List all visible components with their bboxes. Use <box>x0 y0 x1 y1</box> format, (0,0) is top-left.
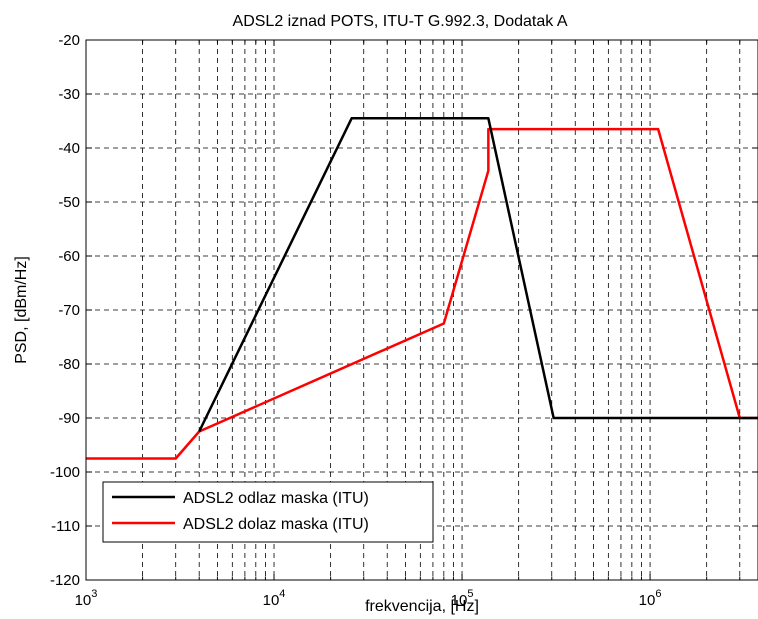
y-tick-label: -100 <box>50 464 80 481</box>
legend-label-dolaz: ADSL2 dolaz maska (ITU) <box>183 516 369 533</box>
y-tick-label: -70 <box>58 302 80 319</box>
y-tick-label: -30 <box>58 86 80 103</box>
y-tick-label: -50 <box>58 194 80 211</box>
series-layer <box>86 117 758 460</box>
x-axis-label: frekvencija, [Hz] <box>365 598 479 615</box>
x-tick-label: 106 <box>639 588 662 609</box>
y-axis-label: PSD, [dBm/Hz] <box>13 256 30 364</box>
y-tick-label: -110 <box>51 518 80 535</box>
x-tick-label: 103 <box>75 588 98 609</box>
series-line-dolaz <box>86 127 758 460</box>
series-line-odlaz <box>198 117 758 433</box>
x-tick-label: 105 <box>451 588 474 609</box>
x-tick-labels: 103 104 105 106 <box>75 588 662 609</box>
legend-label-odlaz: ADSL2 odlaz maska (ITU) <box>183 490 369 507</box>
legend: ADSL2 odlaz maska (ITU) ADSL2 dolaz mask… <box>102 481 434 543</box>
y-tick-labels: -20 -30 -40 -50 -60 -70 -80 -90 -100 -110 -120 <box>50 32 80 589</box>
legend-box <box>102 481 434 543</box>
y-tick-label: -80 <box>58 356 80 373</box>
axis-ticks <box>86 39 758 581</box>
y-tick-label: -90 <box>58 410 80 427</box>
chart-title: ADSL2 iznad POTS, ITU-T G.992.3, Dodatak… <box>233 13 568 30</box>
y-tick-label: -20 <box>58 32 80 49</box>
x-tick-label: 104 <box>263 588 286 609</box>
y-tick-label: -120 <box>50 572 80 589</box>
y-tick-label: -40 <box>58 140 80 157</box>
y-tick-label: -60 <box>58 248 80 265</box>
